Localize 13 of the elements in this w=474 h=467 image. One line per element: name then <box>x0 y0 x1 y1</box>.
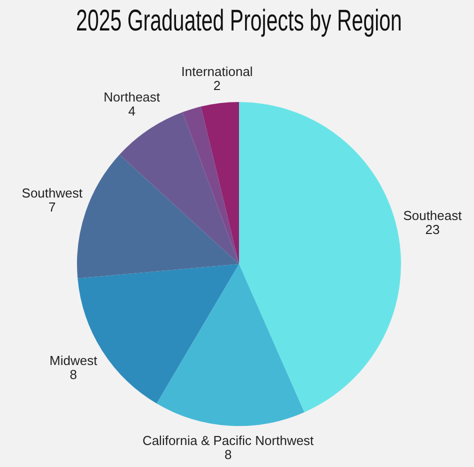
data-label: 2 <box>213 78 221 94</box>
slice-label: International <box>181 64 253 80</box>
data-label: 8 <box>70 367 78 382</box>
data-label: 8 <box>224 447 232 462</box>
slice-label: Northeast <box>104 89 160 104</box>
data-label: 7 <box>48 199 56 214</box>
data-label: 23 <box>425 222 440 237</box>
chart-title: 2025 Graduated Projects by Region <box>76 4 402 38</box>
slice-label: Midwest <box>50 353 98 368</box>
slice-label: California & Pacific Northwest <box>142 433 314 448</box>
slice-label: Southeast <box>403 208 462 223</box>
slice-label: Southwest <box>22 185 83 200</box>
data-label: 4 <box>128 103 136 118</box>
